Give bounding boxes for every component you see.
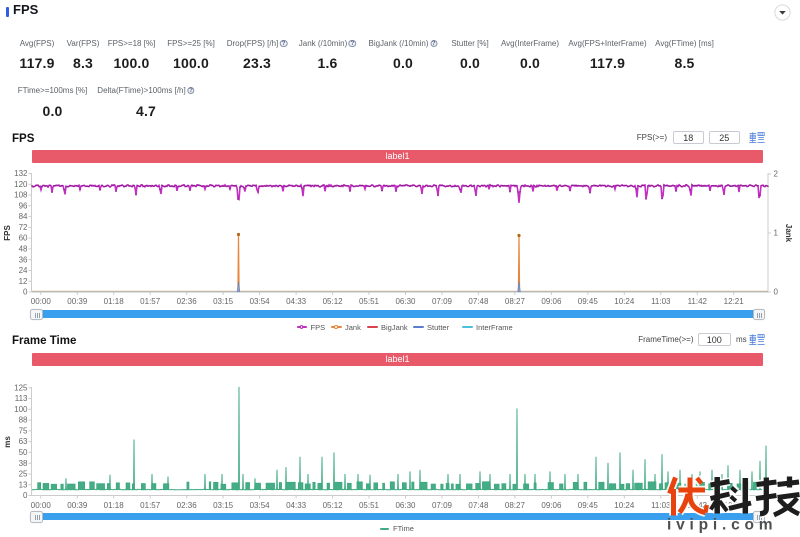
svg-text:2: 2 xyxy=(774,170,779,179)
svg-text:09:06: 09:06 xyxy=(541,501,562,510)
svg-text:01:18: 01:18 xyxy=(104,501,125,510)
svg-text:09:45: 09:45 xyxy=(578,297,599,306)
svg-text:00:39: 00:39 xyxy=(67,501,88,510)
svg-text:75: 75 xyxy=(19,427,28,436)
svg-text:02:36: 02:36 xyxy=(177,297,198,306)
svg-text:03:15: 03:15 xyxy=(213,501,234,510)
svg-text:36: 36 xyxy=(19,255,28,264)
svg-text:132: 132 xyxy=(14,169,28,178)
svg-text:38: 38 xyxy=(19,459,28,468)
svg-text:0: 0 xyxy=(23,288,28,297)
svg-text:07:48: 07:48 xyxy=(468,297,489,306)
svg-text:24: 24 xyxy=(19,266,28,275)
svg-text:07:09: 07:09 xyxy=(432,297,453,306)
svg-text:25: 25 xyxy=(19,470,28,479)
svg-text:10:24: 10:24 xyxy=(614,297,635,306)
svg-text:05:51: 05:51 xyxy=(359,297,380,306)
svg-text:03:54: 03:54 xyxy=(250,501,271,510)
svg-text:100: 100 xyxy=(14,405,28,414)
svg-text:FPS: FPS xyxy=(3,225,12,241)
svg-text:06:30: 06:30 xyxy=(395,297,416,306)
svg-text:09:06: 09:06 xyxy=(541,297,562,306)
svg-text:00:00: 00:00 xyxy=(31,501,52,510)
svg-text:03:15: 03:15 xyxy=(213,297,234,306)
svg-text:48: 48 xyxy=(19,245,28,254)
svg-text:04:33: 04:33 xyxy=(286,501,307,510)
svg-text:01:57: 01:57 xyxy=(140,297,161,306)
svg-text:01:57: 01:57 xyxy=(140,501,161,510)
svg-text:11:42: 11:42 xyxy=(688,297,708,306)
svg-text:113: 113 xyxy=(15,394,28,403)
svg-text:01:18: 01:18 xyxy=(104,297,125,306)
svg-text:05:12: 05:12 xyxy=(323,501,344,510)
svg-text:0: 0 xyxy=(23,491,28,500)
svg-text:Jank: Jank xyxy=(784,224,793,243)
svg-text:84: 84 xyxy=(19,212,28,221)
svg-text:04:33: 04:33 xyxy=(286,297,307,306)
svg-text:10:24: 10:24 xyxy=(614,501,635,510)
svg-text:0: 0 xyxy=(774,288,779,297)
svg-text:11:03: 11:03 xyxy=(651,297,671,306)
svg-text:12: 12 xyxy=(19,277,28,286)
svg-text:1: 1 xyxy=(774,229,779,238)
svg-text:05:12: 05:12 xyxy=(323,297,344,306)
svg-text:08:27: 08:27 xyxy=(505,501,526,510)
svg-text:00:00: 00:00 xyxy=(31,297,52,306)
svg-text:08:27: 08:27 xyxy=(505,297,526,306)
svg-text:ivipi.com: ivipi.com xyxy=(667,517,777,534)
svg-text:96: 96 xyxy=(19,201,28,210)
svg-text:88: 88 xyxy=(19,416,28,425)
svg-text:60: 60 xyxy=(19,234,28,243)
svg-text:72: 72 xyxy=(19,223,28,232)
svg-text:02:36: 02:36 xyxy=(177,501,198,510)
svg-text:05:51: 05:51 xyxy=(359,501,380,510)
svg-text:120: 120 xyxy=(14,180,28,189)
svg-text:108: 108 xyxy=(14,191,28,200)
svg-text:11:03: 11:03 xyxy=(651,501,671,510)
svg-text:00:39: 00:39 xyxy=(67,297,88,306)
svg-text:50: 50 xyxy=(19,448,28,457)
svg-text:63: 63 xyxy=(19,437,28,446)
svg-text:06:30: 06:30 xyxy=(395,501,416,510)
svg-text:09:45: 09:45 xyxy=(578,501,599,510)
svg-text:03:54: 03:54 xyxy=(250,297,271,306)
svg-text:12:21: 12:21 xyxy=(724,297,745,306)
svg-text:ms: ms xyxy=(3,436,12,448)
svg-text:07:48: 07:48 xyxy=(468,501,489,510)
svg-text:125: 125 xyxy=(14,383,28,392)
svg-text:13: 13 xyxy=(19,480,28,489)
svg-text:07:09: 07:09 xyxy=(432,501,453,510)
